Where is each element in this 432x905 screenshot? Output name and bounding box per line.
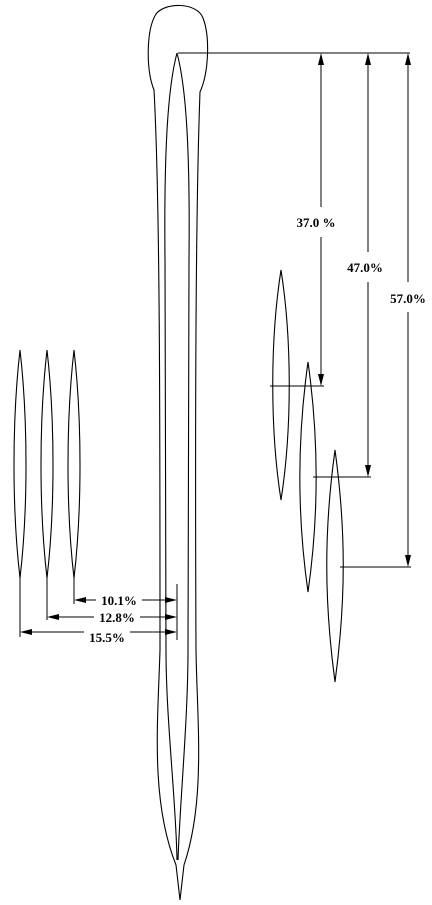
- main-needle: [147, 4, 209, 901]
- dim-47-arrow-top: [365, 53, 371, 65]
- dim-15-arrow-right: [165, 629, 177, 635]
- dim-15-arrow-left: [20, 629, 32, 635]
- left-leaf-1: [13, 349, 27, 579]
- right-leaf-1: [272, 269, 290, 501]
- left-leaf-3: [67, 349, 81, 579]
- dim-10-arrow-left: [74, 597, 86, 603]
- dim-37-arrow-bottom: [318, 374, 324, 386]
- left-leaf-group: [13, 349, 81, 579]
- right-leaf-3: [326, 449, 344, 683]
- left-leaf-2: [40, 349, 54, 579]
- dim-12-arrow-right: [165, 614, 177, 620]
- dim-10-arrow-right: [165, 597, 177, 603]
- dim-37-label: 37.0 %: [297, 215, 336, 230]
- dim-12-arrow-left: [47, 614, 59, 620]
- vertical-dimension-37: 37.0 %: [270, 53, 336, 387]
- main-needle-inner-right-line: [176, 52, 190, 861]
- dim-12-label: 12.8%: [99, 610, 135, 625]
- dim-47-arrow-bottom: [365, 465, 371, 477]
- vertical-dimension-57: 57.0%: [340, 53, 426, 568]
- horizontal-dimension-group: 10.1% 12.8% 15.5%: [19, 578, 178, 645]
- dim-47-label: 47.0%: [347, 260, 383, 275]
- main-needle-inner-left-line: [164, 52, 178, 861]
- right-leaf-2: [299, 361, 317, 593]
- right-leaf-group: [272, 269, 344, 683]
- dim-57-arrow-top: [405, 53, 411, 65]
- main-needle-outer-outline: [147, 4, 209, 901]
- dim-57-arrow-bottom: [405, 555, 411, 567]
- dim-15-label: 15.5%: [89, 630, 125, 645]
- vertical-dimension-47: 47.0%: [313, 53, 383, 478]
- dim-10-label: 10.1%: [101, 593, 137, 608]
- dim-57-label: 57.0%: [390, 291, 426, 306]
- dim-37-arrow-top: [318, 53, 324, 65]
